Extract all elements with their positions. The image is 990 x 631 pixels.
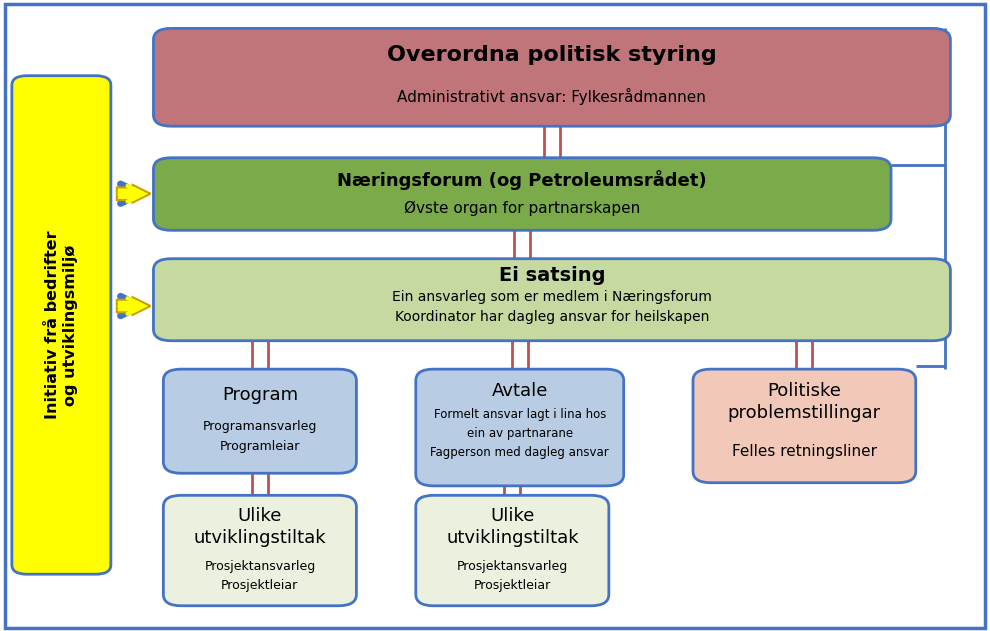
Text: Felles retningsliner: Felles retningsliner [732,444,877,459]
Text: Ein ansvarleg som er medlem i Næringsforum: Ein ansvarleg som er medlem i Næringsfor… [392,290,712,304]
Text: ein av partnarane: ein av partnarane [466,427,573,440]
Text: Fagperson med dagleg ansvar: Fagperson med dagleg ansvar [431,446,609,459]
Text: Overordna politisk styring: Overordna politisk styring [387,45,717,65]
Text: Initiativ frå bedrifter
og utviklingsmiljø: Initiativ frå bedrifter og utviklingsmil… [46,231,77,419]
Text: Program: Program [222,386,298,404]
Text: Ei satsing: Ei satsing [499,266,605,285]
FancyBboxPatch shape [12,76,111,574]
FancyBboxPatch shape [416,495,609,606]
FancyBboxPatch shape [163,369,356,473]
Text: Prosjektansvarleg: Prosjektansvarleg [456,560,568,573]
Text: utviklingstiltak: utviklingstiltak [194,529,326,547]
FancyBboxPatch shape [416,369,624,486]
Text: Formelt ansvar lagt i lina hos: Formelt ansvar lagt i lina hos [434,408,606,422]
Text: utviklingstiltak: utviklingstiltak [446,529,578,547]
Text: Politiske: Politiske [767,382,842,400]
Text: Ulike: Ulike [490,507,535,525]
Text: Prosjektleiar: Prosjektleiar [473,579,551,592]
Text: Koordinator har dagleg ansvar for heilskapen: Koordinator har dagleg ansvar for heilsk… [395,310,709,324]
FancyBboxPatch shape [693,369,916,483]
Text: Prosjektleiar: Prosjektleiar [221,579,299,592]
Polygon shape [117,297,150,315]
FancyBboxPatch shape [153,259,950,341]
Text: Prosjektansvarleg: Prosjektansvarleg [204,560,316,573]
Text: Programansvarleg: Programansvarleg [203,420,317,433]
Text: Avtale: Avtale [492,382,547,400]
FancyBboxPatch shape [163,495,356,606]
FancyBboxPatch shape [153,158,891,230]
Text: Næringsforum (og Petroleumsrådet): Næringsforum (og Petroleumsrådet) [338,170,707,190]
Text: problemstillingar: problemstillingar [728,404,881,422]
Text: Øvste organ for partnarskapen: Øvste organ for partnarskapen [404,200,641,216]
Polygon shape [117,185,150,203]
Text: Ulike: Ulike [238,507,282,525]
Text: Administrativt ansvar: Fylkesrådmannen: Administrativt ansvar: Fylkesrådmannen [398,88,706,105]
Text: Programleiar: Programleiar [220,440,300,453]
FancyBboxPatch shape [153,28,950,126]
